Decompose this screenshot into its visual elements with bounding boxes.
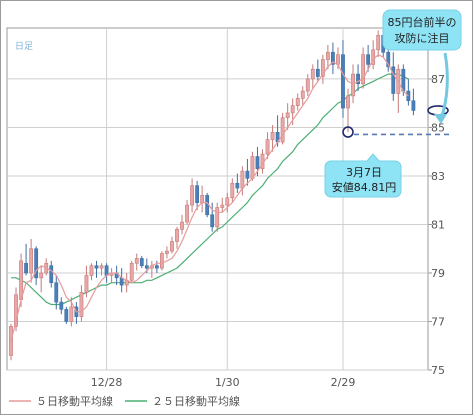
candle-body: [200, 195, 205, 203]
candle-body: [99, 265, 104, 269]
candle-body: [175, 229, 179, 242]
candle-body: [225, 197, 230, 206]
top-callout-line2: 攻防に注目: [395, 31, 450, 45]
candle-body: [290, 105, 295, 114]
x-tick-label: 12/28: [91, 376, 123, 389]
low-callout: 3月7日 安値84.81円: [324, 153, 402, 198]
x-tick-label: 1/30: [215, 376, 240, 389]
candle-body: [315, 68, 320, 77]
candle-body: [235, 182, 240, 189]
candle-body: [220, 204, 225, 208]
candle-body: [295, 98, 300, 106]
ma5-line: [10, 53, 409, 342]
callout-arrow: [439, 52, 449, 120]
candle-body: [49, 265, 54, 283]
candle-body: [245, 170, 250, 179]
candle-body: [386, 51, 391, 68]
x-tick-label: 2/29: [331, 376, 356, 389]
candle-body: [300, 90, 305, 99]
top-callout-line1: 85円台前半の: [388, 15, 457, 29]
candle-body: [195, 185, 200, 203]
candle-body: [139, 258, 144, 267]
legend: ５日移動平均線 ２５日移動平均線: [9, 394, 240, 408]
y-tick-label: 75: [431, 364, 445, 377]
candle-body: [190, 185, 194, 206]
y-tick-label: 77: [431, 315, 445, 328]
candle-body: [29, 248, 34, 274]
candle-body: [285, 112, 290, 119]
candle-body: [144, 265, 149, 269]
candle-body: [341, 54, 345, 109]
candle-body: [371, 49, 376, 65]
y-tick-label: 79: [431, 267, 445, 280]
candle-body: [84, 275, 89, 293]
candle-body: [129, 262, 134, 281]
candle-body: [230, 182, 235, 199]
y-axis-ticks: 75 77 79 81 83 85 87: [428, 73, 445, 377]
callout-arrow-head: [434, 114, 447, 124]
candle-body: [180, 221, 184, 230]
top-callout: 85円台前半の 攻防に注目: [382, 9, 462, 51]
legend-ma25-label: ２５日移動平均線: [152, 394, 240, 408]
y-tick-label: 83: [431, 170, 445, 183]
candle-body: [59, 301, 64, 310]
candle-body: [356, 73, 360, 85]
candle-body: [104, 265, 109, 276]
candle-body: [305, 78, 310, 92]
candle-body: [185, 204, 189, 223]
candle-body: [361, 54, 366, 85]
overlay-layer: [342, 52, 453, 138]
candle-body: [165, 250, 169, 254]
candle-body: [376, 34, 381, 51]
candle-body: [255, 156, 260, 169]
x-axis-ticks: 12/28 1/30 2/29: [91, 376, 356, 389]
candle-body: [411, 100, 416, 111]
y-tick-label: 87: [431, 73, 445, 86]
y-tick-label: 85: [431, 121, 445, 134]
candle-body: [39, 272, 44, 279]
candle-body: [391, 66, 396, 94]
low-marker-circle: [342, 126, 354, 138]
candle-body: [366, 54, 371, 65]
candle-body: [320, 59, 325, 77]
low-callout-box: [324, 153, 402, 198]
candle-body: [160, 253, 164, 269]
candle-body: [134, 258, 139, 264]
candle-body: [154, 265, 159, 269]
candle-body: [94, 265, 99, 269]
candle-body: [210, 214, 215, 228]
period-label: 日足: [15, 41, 33, 52]
candle-body: [64, 309, 69, 322]
low-callout-line2: 安値84.81円: [332, 180, 397, 194]
candle-body: [250, 156, 255, 179]
candle-body: [265, 139, 270, 155]
legend-ma5-label: ５日移動平均線: [36, 394, 113, 408]
ma5-layer: [10, 53, 409, 342]
candle-body: [280, 117, 285, 143]
candle-body: [215, 207, 220, 228]
top-callout-box: [382, 9, 462, 51]
candle-body: [69, 306, 74, 322]
candle-body: [331, 51, 335, 65]
candle-body: [79, 292, 84, 317]
candle-body: [54, 282, 59, 303]
candle-body: [34, 248, 39, 279]
candle-body: [325, 51, 330, 60]
candle-body: [240, 170, 245, 189]
candle-body: [270, 131, 275, 140]
candle-body: [19, 260, 23, 300]
candle-body: [310, 68, 315, 80]
candle-body: [89, 265, 94, 276]
candle-body: [351, 73, 355, 97]
low-callout-line1: 3月7日: [346, 166, 382, 179]
candle-body: [24, 262, 28, 274]
candle-body: [14, 294, 18, 327]
y-tick-label: 81: [431, 218, 445, 231]
candle-body: [170, 241, 174, 252]
candle-body: [336, 54, 340, 65]
candle-body: [346, 95, 350, 109]
